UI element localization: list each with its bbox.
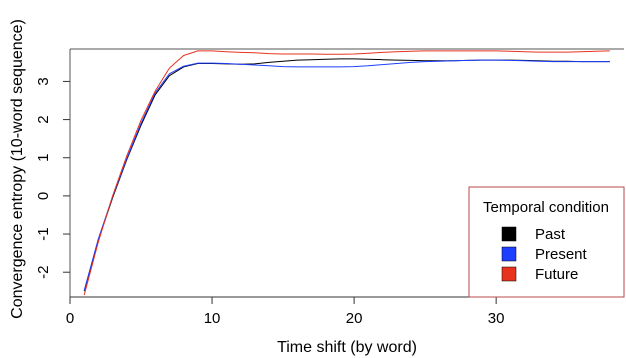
legend-title: Temporal condition xyxy=(483,199,609,216)
legend-swatch-past xyxy=(501,226,517,242)
series-line-future xyxy=(83,50,610,296)
x-tick-label: 30 xyxy=(488,310,505,327)
y-tick-label: 2 xyxy=(35,115,52,123)
legend-swatch-future xyxy=(501,266,517,282)
y-axis-label: Convergence entropy (10-word sequence) xyxy=(9,19,26,319)
legend-label-present: Present xyxy=(535,246,588,263)
x-tick-label: 20 xyxy=(346,310,363,327)
legend-entries: Past Present Future xyxy=(501,226,588,283)
x-tick-label: 10 xyxy=(204,310,221,327)
y-tick-label: 0 xyxy=(35,192,52,200)
series-layer xyxy=(83,50,610,296)
y-axis: -2 -1 0 1 2 3 xyxy=(35,77,70,279)
legend: Temporal condition Past Present Future xyxy=(468,186,625,298)
x-axis: 0 10 20 30 xyxy=(66,296,505,327)
legend-swatch-present xyxy=(501,246,517,262)
y-tick-label: -1 xyxy=(35,227,52,240)
x-tick-label: 0 xyxy=(66,310,74,327)
legend-label-future: Future xyxy=(535,266,578,283)
legend-label-past: Past xyxy=(535,226,566,243)
series-line-present xyxy=(83,59,610,291)
y-tick-label: 1 xyxy=(35,154,52,162)
y-tick-label: -2 xyxy=(35,266,52,279)
y-tick-label: 3 xyxy=(35,77,52,85)
legend-box xyxy=(468,186,625,298)
x-axis-label: Time shift (by word) xyxy=(277,339,417,356)
